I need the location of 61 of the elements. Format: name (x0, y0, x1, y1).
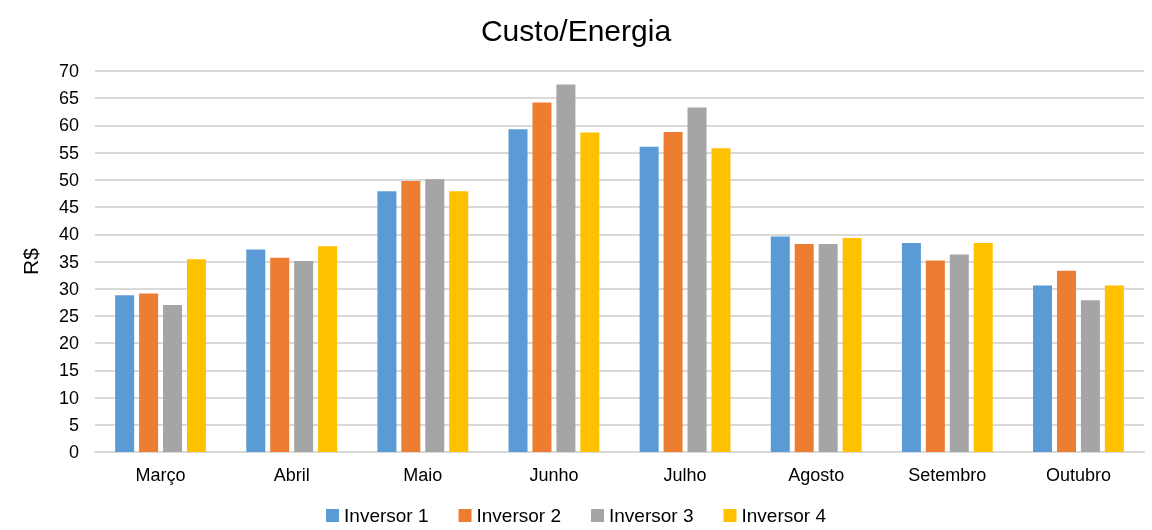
bar (246, 249, 266, 452)
y-tick-label: 55 (58, 142, 79, 163)
legend-label: Inversor 4 (741, 505, 827, 526)
bar (949, 254, 969, 452)
x-tick-label: Junho (529, 465, 579, 485)
bar (270, 257, 290, 452)
bar (139, 293, 159, 452)
bar (973, 242, 993, 452)
bar (639, 146, 659, 452)
y-tick-label: 0 (68, 442, 79, 462)
y-tick-label: 30 (58, 278, 79, 299)
bar (425, 179, 445, 452)
x-tick-label: Março (135, 465, 186, 485)
y-tick-label: 40 (58, 224, 79, 245)
legend-label: Inversor 2 (476, 505, 561, 526)
y-tick-label: 45 (58, 197, 79, 218)
y-tick-label: 60 (58, 115, 79, 136)
x-tick-label: Setembro (908, 465, 987, 485)
x-tick-label: Outubro (1045, 465, 1111, 485)
legend-label: Inversor 3 (609, 505, 694, 526)
x-tick-label: Julho (663, 465, 707, 485)
legend-label: Inversor 1 (344, 505, 429, 526)
x-tick-label: Agosto (788, 465, 845, 485)
bar (818, 244, 838, 452)
bar (449, 191, 469, 452)
bar (318, 246, 338, 452)
y-tick-label: 20 (58, 333, 79, 354)
y-tick-label: 15 (58, 360, 79, 381)
bar (770, 236, 790, 452)
bar (663, 131, 683, 452)
y-tick-label: 5 (68, 414, 79, 435)
y-tick-label: 25 (58, 305, 79, 326)
bar (1033, 285, 1053, 452)
bar (508, 129, 528, 452)
bar (842, 238, 862, 452)
bar (1080, 300, 1100, 452)
bar (294, 260, 314, 452)
bar (687, 107, 707, 452)
bar (377, 191, 397, 452)
bar (901, 242, 921, 452)
y-axis-title: R$ (19, 247, 42, 275)
bar (163, 305, 183, 452)
x-tick-label: Abril (273, 465, 310, 485)
y-tick-label: 50 (58, 169, 79, 190)
chart-title: Custo/Energia (480, 13, 672, 47)
y-tick-label: 65 (58, 88, 79, 109)
bar (711, 148, 731, 452)
bar (580, 132, 600, 452)
bar (925, 260, 945, 452)
bar (794, 244, 814, 452)
bar (532, 102, 552, 452)
y-tick-label: 70 (58, 61, 79, 81)
bar (186, 259, 206, 452)
bar (1104, 285, 1124, 452)
bar (115, 295, 135, 452)
bar (556, 84, 576, 452)
x-tick-label: Maio (403, 465, 443, 485)
bar (1056, 270, 1076, 452)
bar (401, 180, 421, 452)
y-tick-label: 35 (58, 251, 79, 272)
y-tick-label: 10 (58, 387, 79, 408)
